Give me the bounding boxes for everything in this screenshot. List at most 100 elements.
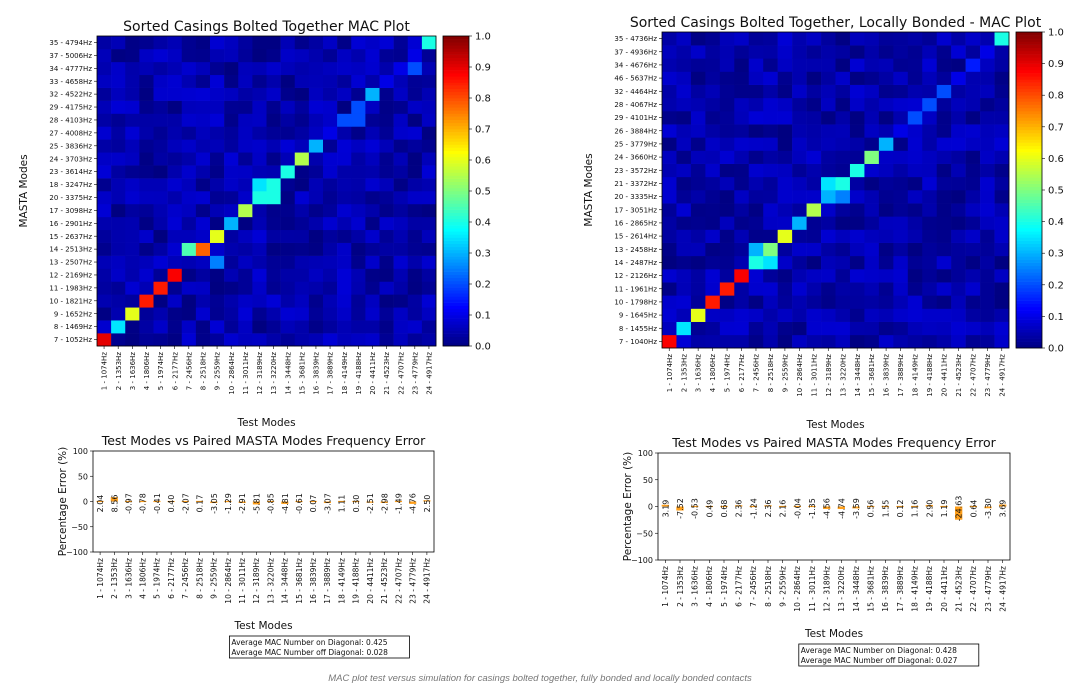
colorbar-segment xyxy=(1016,253,1042,257)
x-tick-label: 20 - 4411Hz xyxy=(941,354,949,397)
y-tick-label: 17 - 3098Hz xyxy=(49,207,92,215)
colorbar-segment xyxy=(443,222,469,226)
colorbar-segment xyxy=(1016,177,1042,181)
x-tick-label: 23 - 4779Hz xyxy=(984,566,993,612)
y-tick-label: 28 - 4103Hz xyxy=(49,117,92,125)
heatmap-cell xyxy=(379,178,394,192)
heatmap-cell xyxy=(980,216,995,230)
heatmap-cell xyxy=(153,36,168,50)
colorbar-segment xyxy=(443,79,469,83)
heatmap-cell xyxy=(907,176,923,191)
heatmap-cell xyxy=(893,321,909,336)
heatmap-0: Sorted Casings Bolted Together MAC Plot7… xyxy=(18,19,491,429)
x-tick-label: 16 - 3839Hz xyxy=(309,558,318,604)
bar xyxy=(252,501,260,505)
heatmap-cell xyxy=(690,190,706,204)
bar xyxy=(181,500,189,503)
heatmap-cell xyxy=(821,58,836,72)
heatmap-cell xyxy=(393,139,409,153)
heatmap-cell xyxy=(994,295,1010,309)
heatmap-cell xyxy=(294,216,310,231)
x-tick-label: 8 - 2518Hz xyxy=(200,352,208,391)
heatmap-diagonal-cell xyxy=(734,269,750,283)
heatmap-cell xyxy=(994,58,1010,72)
heatmap-cell xyxy=(308,191,324,205)
heatmap-cell xyxy=(224,268,239,282)
heatmap-cell xyxy=(821,45,836,59)
heatmap-cell xyxy=(252,61,267,76)
heatmap-cell xyxy=(922,190,938,204)
heatmap-cell xyxy=(676,242,692,257)
x-tick-label: 17 - 3889Hz xyxy=(896,566,905,612)
heatmap-cell xyxy=(280,61,296,76)
heatmap-cell xyxy=(922,242,938,257)
colorbar-segment xyxy=(443,169,469,173)
heatmap-cell xyxy=(379,36,394,50)
bar xyxy=(720,505,728,508)
heatmap-cell xyxy=(719,308,735,322)
heatmap-cell xyxy=(238,229,253,243)
heatmap-cell xyxy=(252,281,267,295)
heatmap-cell xyxy=(734,242,750,257)
heatmap-cell xyxy=(337,152,352,166)
bar-value-label: 1.16 xyxy=(911,500,920,518)
heatmap-cell xyxy=(125,100,140,114)
bar xyxy=(423,500,431,502)
heatmap-cell xyxy=(97,191,112,205)
heatmap-cell xyxy=(351,113,366,127)
heatmap-cell xyxy=(323,165,338,179)
heatmap-cell xyxy=(224,281,239,295)
x-tick-label: 9 - 2559Hz xyxy=(210,558,219,599)
heatmap-diagonal-cell xyxy=(792,216,807,230)
colorbar-segment xyxy=(443,178,469,182)
heatmap-cell xyxy=(111,229,126,243)
heatmap-cell xyxy=(676,71,692,85)
heatmap-cell xyxy=(252,333,267,347)
heatmap-cell xyxy=(280,100,296,114)
heatmap-cell xyxy=(705,45,721,59)
heatmap-cell xyxy=(266,152,281,166)
heatmap-cell xyxy=(125,113,140,127)
heatmap-cell xyxy=(308,268,324,282)
y-tick-label: 100 xyxy=(73,447,88,456)
heatmap-cell xyxy=(821,321,836,336)
heatmap-cell xyxy=(421,165,437,179)
bar-value-label: -4.56 xyxy=(823,498,832,519)
heatmap-cell xyxy=(125,87,140,101)
heatmap-cell xyxy=(308,216,324,231)
colorbar-segment xyxy=(1016,256,1042,260)
heatmap-cell xyxy=(763,255,778,270)
heatmap-cell xyxy=(365,242,380,256)
colorbar-segment xyxy=(1016,338,1042,342)
heatmap-cell xyxy=(294,178,310,192)
colorbar-segment xyxy=(443,253,469,257)
heatmap-cell xyxy=(266,216,281,231)
heatmap-cell xyxy=(821,334,836,349)
heatmap-cell xyxy=(294,191,310,205)
heatmap-cell xyxy=(252,307,267,321)
heatmap-cell xyxy=(792,58,807,72)
heatmap-cell xyxy=(980,321,995,336)
heatmap-cell xyxy=(323,255,338,269)
heatmap-cell xyxy=(835,216,851,230)
heatmap-cell xyxy=(907,84,923,99)
heatmap-cell xyxy=(777,255,793,270)
heatmap-cell xyxy=(407,242,423,256)
y-tick-label: 14 - 2513Hz xyxy=(49,246,92,254)
heatmap-cell xyxy=(224,74,239,88)
heatmap-cell xyxy=(676,216,692,230)
heatmap-cell xyxy=(252,100,267,114)
heatmap-cell xyxy=(835,269,851,283)
heatmap-cell xyxy=(951,45,966,59)
heatmap-cell xyxy=(407,307,423,321)
heatmap-cell xyxy=(407,203,423,218)
x-tick-label: 12 - 3189Hz xyxy=(252,558,261,604)
heatmap-cell xyxy=(734,32,750,46)
heatmap-cell xyxy=(951,308,966,322)
heatmap-cell xyxy=(792,71,807,85)
heatmap-cell xyxy=(821,150,836,164)
colorbar-segment xyxy=(443,135,469,139)
heatmap-cell xyxy=(676,334,692,349)
colorbar-segment xyxy=(443,94,469,99)
x-tick-label: 6 - 2177Hz xyxy=(167,558,176,599)
